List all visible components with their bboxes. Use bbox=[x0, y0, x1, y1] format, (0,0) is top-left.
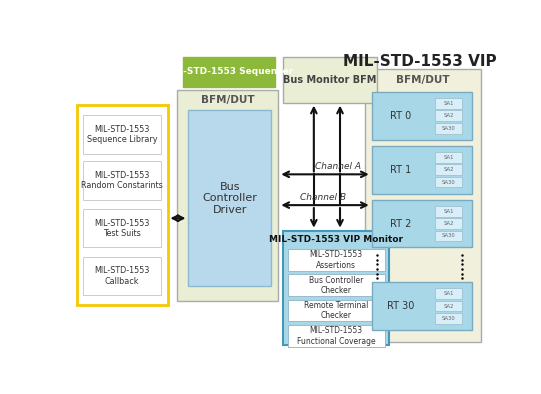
Bar bbox=[372, 92, 472, 140]
Bar bbox=[288, 325, 385, 347]
Text: RT 0: RT 0 bbox=[390, 111, 412, 121]
Text: Bus Controller
Checker: Bus Controller Checker bbox=[309, 275, 364, 295]
Bar bbox=[188, 110, 272, 286]
Bar bbox=[435, 288, 463, 299]
Text: SA1: SA1 bbox=[443, 291, 454, 296]
Text: SA2: SA2 bbox=[443, 303, 454, 309]
Text: SA30: SA30 bbox=[441, 316, 456, 321]
Bar bbox=[435, 152, 463, 163]
Bar bbox=[435, 164, 463, 175]
Text: SA30: SA30 bbox=[441, 126, 456, 131]
Text: BFM/DUT: BFM/DUT bbox=[397, 74, 450, 85]
Bar bbox=[83, 161, 161, 200]
Text: MIL-STD-1553
Test Suits: MIL-STD-1553 Test Suits bbox=[95, 219, 150, 238]
Text: SA2: SA2 bbox=[443, 113, 454, 118]
Text: MIL-STD-1553
Functional Coverage: MIL-STD-1553 Functional Coverage bbox=[297, 326, 375, 346]
Text: MIL-STD-1553 VIP Monitor: MIL-STD-1553 VIP Monitor bbox=[269, 235, 403, 244]
Bar bbox=[288, 275, 385, 296]
Bar bbox=[435, 218, 463, 229]
Text: MIL-STD-1553
Random Constarints: MIL-STD-1553 Random Constarints bbox=[81, 171, 163, 190]
Bar bbox=[183, 56, 275, 87]
Bar bbox=[435, 206, 463, 217]
Text: SA1: SA1 bbox=[443, 101, 454, 106]
Text: BFM/DUT: BFM/DUT bbox=[201, 95, 254, 105]
Bar bbox=[435, 230, 463, 241]
Text: SA2: SA2 bbox=[443, 167, 454, 172]
Bar bbox=[77, 105, 168, 305]
Text: MIL-STD-1553 VIP: MIL-STD-1553 VIP bbox=[342, 54, 496, 69]
Bar bbox=[372, 146, 472, 193]
Text: Bus Monitor BFM: Bus Monitor BFM bbox=[283, 74, 377, 85]
Text: SA30: SA30 bbox=[441, 233, 456, 238]
Text: RT 2: RT 2 bbox=[390, 219, 412, 229]
Text: RT 1: RT 1 bbox=[390, 165, 412, 175]
Bar bbox=[372, 200, 472, 247]
Text: SA2: SA2 bbox=[443, 221, 454, 226]
Bar bbox=[83, 115, 161, 154]
Bar bbox=[435, 301, 463, 311]
Text: Remote Terminal
Checker: Remote Terminal Checker bbox=[304, 301, 368, 320]
Bar bbox=[435, 313, 463, 324]
Text: Channel B: Channel B bbox=[300, 193, 346, 202]
Text: MIL-STD-1553
Assertions: MIL-STD-1553 Assertions bbox=[309, 250, 362, 269]
Text: SA1: SA1 bbox=[443, 155, 454, 160]
Bar bbox=[435, 98, 463, 109]
Bar bbox=[288, 300, 385, 322]
Bar bbox=[83, 209, 161, 247]
Text: MIL-STD-1553 Sequencer: MIL-STD-1553 Sequencer bbox=[165, 67, 293, 76]
Bar bbox=[435, 110, 463, 121]
Bar bbox=[365, 69, 481, 342]
Text: MIL-STD-1553
Sequence Library: MIL-STD-1553 Sequence Library bbox=[87, 125, 157, 144]
Bar bbox=[435, 123, 463, 134]
Text: SA30: SA30 bbox=[441, 180, 456, 184]
Text: Bus
Controller
Driver: Bus Controller Driver bbox=[202, 182, 258, 215]
Bar bbox=[372, 282, 472, 330]
Bar bbox=[288, 249, 385, 271]
Text: SA1: SA1 bbox=[443, 209, 454, 214]
Bar bbox=[283, 230, 390, 344]
Text: Channel A: Channel A bbox=[315, 162, 361, 171]
Bar bbox=[435, 177, 463, 188]
Bar bbox=[83, 257, 161, 295]
Text: RT 30: RT 30 bbox=[387, 301, 414, 311]
Bar bbox=[283, 56, 377, 103]
Text: MIL-STD-1553
Callback: MIL-STD-1553 Callback bbox=[95, 266, 150, 286]
Bar bbox=[177, 89, 279, 301]
